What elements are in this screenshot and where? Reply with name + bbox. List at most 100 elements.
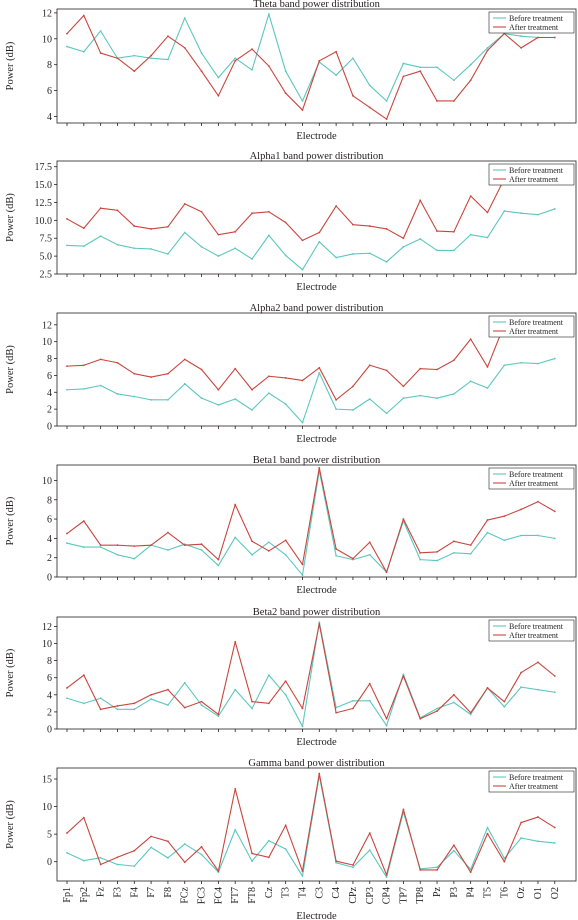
data-point-p4 [469, 79, 472, 82]
data-point-ft7 [234, 788, 237, 790]
x-tick-label-f4: F4 [129, 887, 140, 898]
y-tick-label: 12 [42, 8, 52, 19]
y-tick-label: 6 [47, 515, 52, 526]
data-point-f3 [116, 544, 119, 547]
data-point-f3 [116, 705, 119, 707]
y-tick-label: 6 [47, 86, 52, 97]
data-point-f7 [150, 835, 153, 838]
data-point-t6 [503, 700, 506, 703]
data-point-t6 [503, 539, 506, 542]
data-point-f7 [150, 228, 153, 230]
data-point-pz [436, 710, 438, 712]
x-tick-label-ft7: FT7 [230, 887, 241, 904]
y-tick-label: 12 [42, 320, 52, 331]
data-point-cpz [352, 557, 354, 560]
data-point-fp1 [66, 365, 68, 368]
series-line [66, 324, 505, 401]
series-before-treatment [66, 774, 556, 879]
data-point-cp4 [385, 260, 388, 263]
data-point-ft7 [234, 503, 237, 506]
data-point-tp8 [419, 394, 422, 397]
data-point-oz [520, 35, 523, 38]
data-point-fp2 [82, 546, 85, 548]
data-point-fc4 [217, 255, 220, 258]
data-point-cp3 [368, 553, 371, 556]
data-point-cz [267, 13, 270, 16]
chart-title: Beta1 band power distribution [253, 455, 381, 466]
data-point-p3 [452, 100, 455, 102]
data-point-f8 [167, 372, 169, 375]
x-axis-label: Electrode [296, 131, 337, 142]
data-point-t5 [486, 387, 489, 389]
chart-title: Alpha1 band power distribution [250, 151, 385, 162]
data-point-t3 [284, 680, 287, 683]
x-axis-label: Electrode [296, 585, 337, 596]
series-after-treatment [66, 772, 556, 876]
data-point-c3 [318, 366, 321, 369]
y-tick-label: 10 [42, 802, 52, 813]
data-point-p3 [452, 701, 455, 704]
data-point-tp8 [419, 238, 422, 240]
data-point-f3 [116, 57, 119, 60]
data-point-ft7 [234, 230, 237, 233]
data-point-fz [99, 697, 102, 700]
data-point-f7 [150, 398, 153, 401]
data-point-fc3 [200, 397, 203, 400]
data-point-f7 [150, 54, 153, 57]
data-point-t3 [284, 824, 287, 827]
y-axis-label: Power (dB) [5, 648, 16, 697]
y-tick-label: 4 [47, 112, 52, 123]
data-point-cp3 [368, 699, 371, 702]
data-point-f4 [133, 865, 136, 868]
data-point-oz [520, 821, 523, 824]
data-point-p4 [469, 338, 472, 341]
data-point-f8 [167, 856, 169, 859]
data-point-o2 [553, 675, 556, 677]
x-tick-label-c3: C3 [314, 887, 325, 899]
data-point-ft8 [251, 553, 253, 556]
chart-title: Theta band power distribution [253, 0, 381, 10]
data-point-fc4 [217, 404, 220, 406]
data-point-o1 [537, 534, 539, 537]
y-tick-label: 6 [47, 371, 52, 382]
data-point-oz [520, 212, 523, 215]
data-point-c4 [335, 205, 338, 207]
x-tick-label-p4: P4 [466, 887, 477, 898]
data-point-ft8 [251, 540, 253, 543]
y-axis-label: Power (dB) [5, 800, 16, 849]
y-tick-label: 12 [42, 622, 52, 633]
data-point-p4 [469, 544, 472, 547]
data-point-t3 [284, 377, 287, 379]
data-point-fcz [183, 706, 186, 709]
plot-frame [56, 160, 577, 275]
data-point-oz [520, 534, 523, 537]
data-point-fcz [183, 17, 186, 19]
data-point-p3 [452, 849, 455, 852]
data-point-fp1 [66, 532, 68, 535]
plot-frame [56, 616, 577, 730]
data-point-p3 [452, 79, 455, 82]
data-point-ft8 [251, 68, 253, 71]
data-point-ft7 [234, 59, 237, 62]
data-point-f4 [133, 395, 136, 398]
y-axis-label: Power (dB) [5, 41, 16, 90]
data-point-oz [520, 361, 523, 364]
data-point-t6 [503, 210, 506, 212]
series-before-treatment [66, 621, 556, 728]
legend-label: Before treatment [509, 318, 564, 327]
data-point-p3 [452, 551, 455, 554]
x-tick-label-tp8: TP8 [415, 887, 426, 904]
y-tick-label: 0 [47, 725, 52, 736]
data-point-fz [99, 546, 102, 548]
y-tick-label: 2.5 [40, 270, 53, 281]
data-point-p3 [452, 359, 455, 362]
data-point-o1 [537, 661, 539, 664]
data-point-p3 [452, 540, 455, 543]
data-point-fz [99, 384, 102, 387]
data-point-fp1 [66, 218, 68, 220]
data-point-p4 [469, 63, 472, 66]
data-point-o2 [553, 36, 556, 39]
data-point-fz [99, 358, 102, 361]
data-point-fcz [183, 382, 186, 385]
